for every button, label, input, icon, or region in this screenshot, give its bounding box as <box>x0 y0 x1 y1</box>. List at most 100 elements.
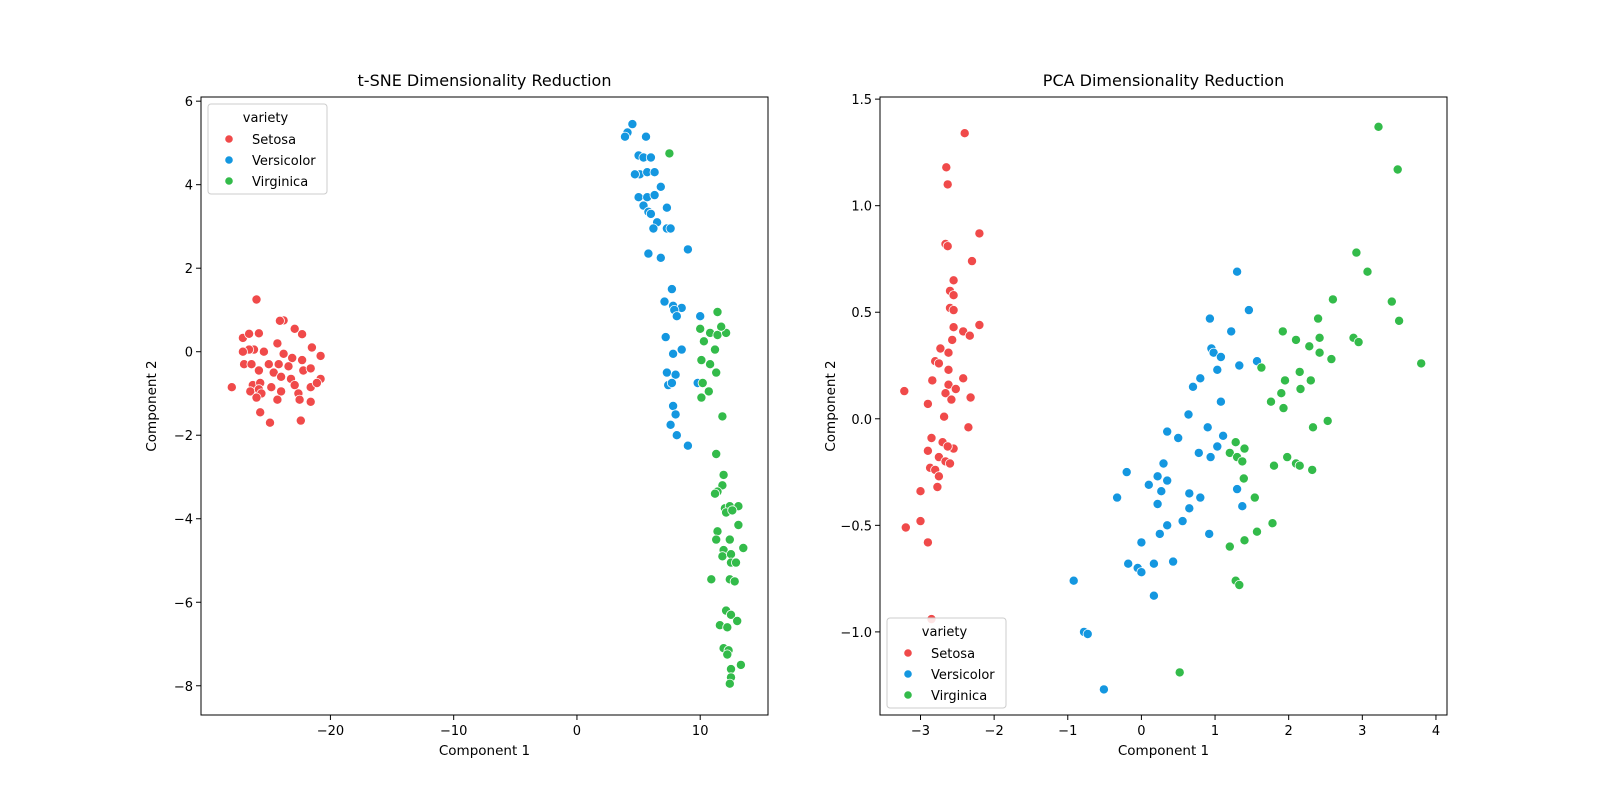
data-point-versicolor <box>695 311 706 322</box>
data-point-versicolor <box>1232 266 1243 277</box>
data-point-virginica <box>1276 388 1287 399</box>
data-point-versicolor <box>1123 558 1134 569</box>
data-point-versicolor <box>1156 486 1167 497</box>
y-tick-label: 1.0 <box>851 200 872 215</box>
data-point-setosa <box>922 537 933 548</box>
data-point-virginica <box>1237 456 1248 467</box>
y-tick-label: 0.0 <box>851 413 872 428</box>
data-point-virginica <box>711 448 722 459</box>
legend-marker-versicolor <box>903 669 913 679</box>
data-point-setosa <box>933 358 944 369</box>
legend-label-virginica: Virginica <box>931 689 987 704</box>
data-point-virginica <box>695 323 706 334</box>
data-point-setosa <box>927 375 938 386</box>
data-point-virginica <box>710 344 721 355</box>
data-point-versicolor <box>668 400 679 411</box>
data-point-setosa <box>273 359 284 370</box>
y-tick-label: −4 <box>174 513 193 528</box>
chart-title: t-SNE Dimensionality Reduction <box>358 71 612 90</box>
x-tick-label: −2 <box>985 724 1004 739</box>
data-point-setosa <box>932 481 943 492</box>
y-tick-label: 4 <box>185 179 193 194</box>
data-point-virginica <box>1295 383 1306 394</box>
data-point-setosa <box>276 386 287 397</box>
data-point-virginica <box>727 505 738 516</box>
data-point-virginica <box>1174 667 1185 678</box>
data-point-versicolor <box>1184 503 1195 514</box>
data-point-virginica <box>1314 332 1325 343</box>
data-point-setosa <box>947 334 958 345</box>
x-tick-label: 3 <box>1358 724 1366 739</box>
x-tick-label: −20 <box>317 724 344 739</box>
data-point-virginica <box>1313 313 1324 324</box>
data-point-versicolor <box>1205 452 1216 463</box>
data-point-virginica <box>732 616 743 627</box>
data-point-versicolor <box>661 367 672 378</box>
data-point-setosa <box>948 290 959 301</box>
legend-marker-setosa <box>903 648 913 658</box>
x-tick-label: 1 <box>1211 724 1219 739</box>
data-point-versicolor <box>1208 347 1219 358</box>
data-point-versicolor <box>666 284 677 295</box>
points-group <box>226 119 749 689</box>
data-point-virginica <box>1353 337 1364 348</box>
data-point-virginica <box>717 411 728 422</box>
data-point-versicolor <box>1237 501 1248 512</box>
data-point-virginica <box>1239 443 1250 454</box>
x-tick-label: −1 <box>1058 724 1077 739</box>
data-point-versicolor <box>666 377 677 388</box>
y-tick-label: −0.5 <box>840 519 872 534</box>
data-point-versicolor <box>1082 629 1093 640</box>
data-point-virginica <box>1267 518 1278 529</box>
data-point-versicolor <box>1136 537 1147 548</box>
data-point-versicolor <box>1212 364 1223 375</box>
data-point-setosa <box>915 516 926 527</box>
data-point-setosa <box>272 394 283 405</box>
y-tick-label: −6 <box>174 596 193 611</box>
data-point-virginica <box>1230 437 1241 448</box>
data-point-versicolor <box>1226 326 1237 337</box>
data-point-virginica <box>1351 247 1362 258</box>
data-point-versicolor <box>1162 475 1173 486</box>
data-point-versicolor <box>1148 558 1159 569</box>
data-point-setosa <box>939 411 950 422</box>
data-point-versicolor <box>649 167 660 178</box>
data-point-versicolor <box>1193 447 1204 458</box>
data-point-versicolor <box>1158 458 1169 469</box>
data-point-virginica <box>712 526 723 537</box>
data-point-setosa <box>948 275 959 286</box>
data-point-setosa <box>915 486 926 497</box>
data-point-virginica <box>1266 396 1277 407</box>
data-point-versicolor <box>671 430 682 441</box>
data-point-virginica <box>1294 366 1305 377</box>
data-point-versicolor <box>659 296 670 307</box>
data-point-setosa <box>306 342 317 353</box>
data-point-setosa <box>283 361 294 372</box>
x-axis-label: Component 1 <box>439 743 530 759</box>
data-point-versicolor <box>1215 351 1226 362</box>
data-point-versicolor <box>645 152 656 163</box>
legend: variety Setosa Versicolor Virginica <box>886 617 1007 709</box>
legend-title: variety <box>922 625 968 640</box>
data-point-virginica <box>1305 375 1316 386</box>
data-point-versicolor <box>1152 498 1163 509</box>
data-point-setosa <box>965 392 976 403</box>
data-point-versicolor <box>1212 441 1223 452</box>
data-point-virginica <box>716 321 727 332</box>
data-point-virginica <box>1282 452 1293 463</box>
y-axis-label: Component 2 <box>144 360 160 451</box>
data-point-virginica <box>1280 375 1291 386</box>
chart-title: PCA Dimensionality Reduction <box>1043 71 1284 90</box>
data-point-versicolor <box>1215 396 1226 407</box>
points-group <box>899 121 1427 695</box>
data-point-setosa <box>289 380 300 391</box>
data-point-virginica <box>726 549 737 560</box>
data-point-versicolor <box>1204 313 1215 324</box>
data-point-virginica <box>1278 403 1289 414</box>
data-point-versicolor <box>682 440 693 451</box>
data-point-virginica <box>712 306 723 317</box>
x-tick-label: 10 <box>692 724 709 739</box>
data-point-setosa <box>253 365 264 376</box>
data-point-setosa <box>297 355 308 366</box>
data-point-versicolor <box>1143 479 1154 490</box>
